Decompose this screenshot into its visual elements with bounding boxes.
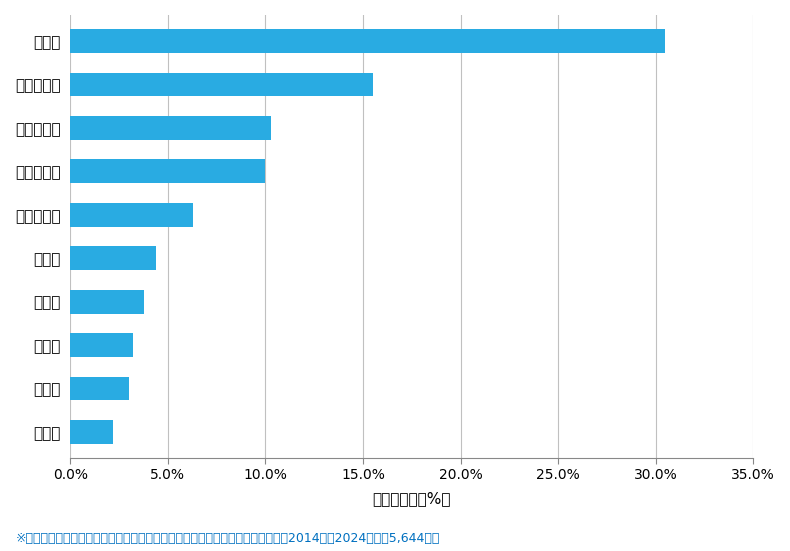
Bar <box>70 73 373 96</box>
Bar <box>70 246 156 270</box>
Bar <box>70 203 194 226</box>
Text: ※弊社受付の案件を対象に、受付時に市区町村の回答があったものを集計（期間2014年～2024年、計5,644件）: ※弊社受付の案件を対象に、受付時に市区町村の回答があったものを集計（期間2014… <box>16 532 440 545</box>
Bar <box>70 333 133 357</box>
Bar <box>70 376 129 401</box>
Bar <box>70 116 271 140</box>
Bar <box>70 159 265 183</box>
Bar <box>70 290 145 314</box>
Bar <box>70 29 665 53</box>
Bar <box>70 420 113 444</box>
X-axis label: 件数の割合（%）: 件数の割合（%） <box>373 491 451 506</box>
